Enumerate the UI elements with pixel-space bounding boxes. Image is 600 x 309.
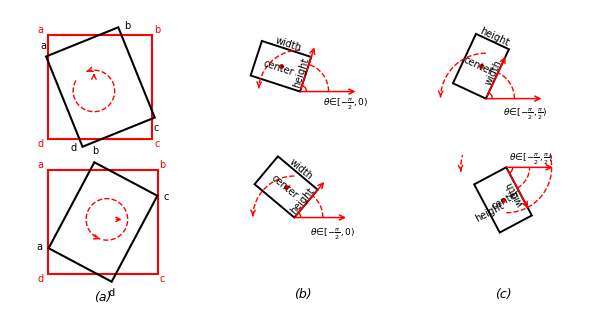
Polygon shape [254,156,317,218]
Text: height: height [292,57,311,89]
Text: center: center [262,58,295,77]
Text: width: width [274,36,302,53]
Text: width: width [504,179,526,208]
Text: b: b [124,21,130,31]
Text: a: a [37,242,43,252]
Text: center: center [462,55,495,78]
Text: $\theta\!\in\![-\frac{\pi}{2},\frac{\pi}{2})$: $\theta\!\in\![-\frac{\pi}{2},\frac{\pi}… [503,106,547,122]
Text: b: b [92,146,99,156]
Text: b: b [154,25,161,35]
Text: (c): (c) [494,288,511,301]
Text: c: c [154,139,160,149]
Text: a: a [37,160,43,170]
Text: a: a [40,41,46,51]
Text: c: c [160,274,165,284]
Text: b: b [160,160,166,170]
Text: height: height [478,26,511,49]
Text: d: d [37,139,43,149]
Text: d: d [37,274,43,284]
Text: $\theta\!\in\![-\frac{\pi}{2},0)$: $\theta\!\in\![-\frac{\pi}{2},0)$ [310,226,355,242]
Polygon shape [474,167,532,232]
Text: $\theta\!\in\![-\frac{\pi}{2},0)$: $\theta\!\in\![-\frac{\pi}{2},0)$ [323,97,368,112]
Text: center: center [269,173,300,201]
Text: width: width [483,58,503,86]
Polygon shape [453,34,509,99]
Text: (a): (a) [94,291,112,304]
Polygon shape [251,41,311,91]
Text: width: width [287,157,314,182]
Text: d: d [71,143,77,153]
Text: c: c [154,123,159,133]
Text: (b): (b) [294,288,312,301]
Text: height: height [473,201,505,224]
Text: a: a [37,25,43,35]
Text: c: c [163,192,169,202]
Text: $\theta\!\in\![-\frac{\pi}{2},\frac{\pi}{2})$: $\theta\!\in\![-\frac{\pi}{2},\frac{\pi}… [509,152,553,167]
Text: height: height [289,185,316,216]
Text: d: d [109,288,115,298]
Text: center: center [490,188,522,212]
